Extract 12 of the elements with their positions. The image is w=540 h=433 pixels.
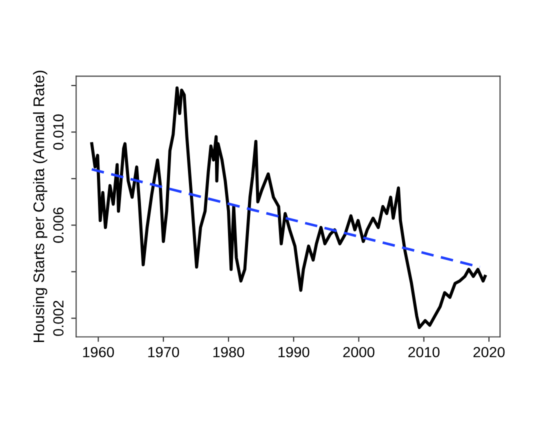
- y-tick-label: 0.002: [53, 300, 64, 336]
- y-tick-label: 0.006: [53, 208, 64, 243]
- x-tick-label: 2020: [473, 346, 505, 358]
- y-axis-title: Housing Starts per Capita (Annual Rate): [33, 70, 48, 342]
- y-tick-label: 0.010: [53, 114, 64, 150]
- x-tick-label: 1990: [278, 346, 310, 358]
- x-tick-label: 2000: [343, 346, 374, 358]
- x-tick-label: 1980: [213, 346, 244, 358]
- x-tick-label: 1960: [83, 346, 114, 358]
- line-series: [90, 86, 487, 330]
- x-tick-label: 1970: [148, 346, 180, 358]
- x-tick-label: 2010: [408, 346, 440, 358]
